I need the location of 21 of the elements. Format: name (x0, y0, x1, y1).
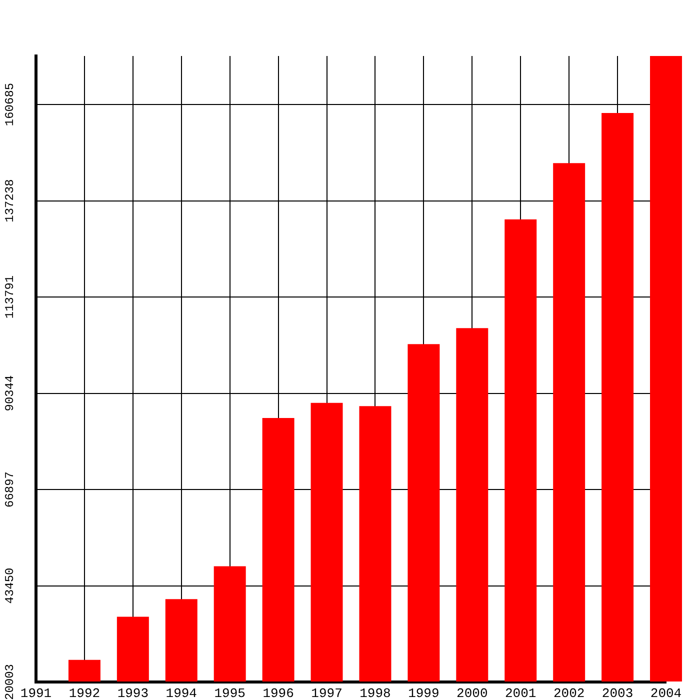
x-tick-label: 1997 (311, 686, 342, 700)
x-tick-label: 1994 (166, 686, 198, 700)
x-tick-label: 2004 (650, 686, 682, 700)
y-tick-label: 43450 (3, 568, 18, 604)
x-tick-label: 1998 (360, 686, 391, 700)
y-tick-label: 66897 (3, 471, 18, 508)
y-tick-label: 20003 (3, 664, 18, 700)
x-tick-label: 2002 (553, 686, 585, 700)
x-tick-label: 1993 (117, 686, 149, 700)
x-tick-label: 2000 (456, 686, 488, 700)
x-tick-label: 1991 (20, 686, 52, 700)
x-tick-label: 1999 (408, 686, 440, 700)
x-tick-label: 1995 (214, 686, 246, 700)
y-tick-label: 113791 (3, 275, 18, 319)
y-tick-label: 90344 (3, 375, 18, 412)
y-tick-label: 137238 (3, 179, 18, 222)
x-tick-label: 2003 (602, 686, 634, 700)
y-tick-label: 160685 (3, 82, 18, 126)
x-tick-label: 1992 (68, 686, 100, 700)
x-tick-label: 2001 (505, 686, 536, 700)
x-tick-label: 1996 (262, 686, 294, 700)
